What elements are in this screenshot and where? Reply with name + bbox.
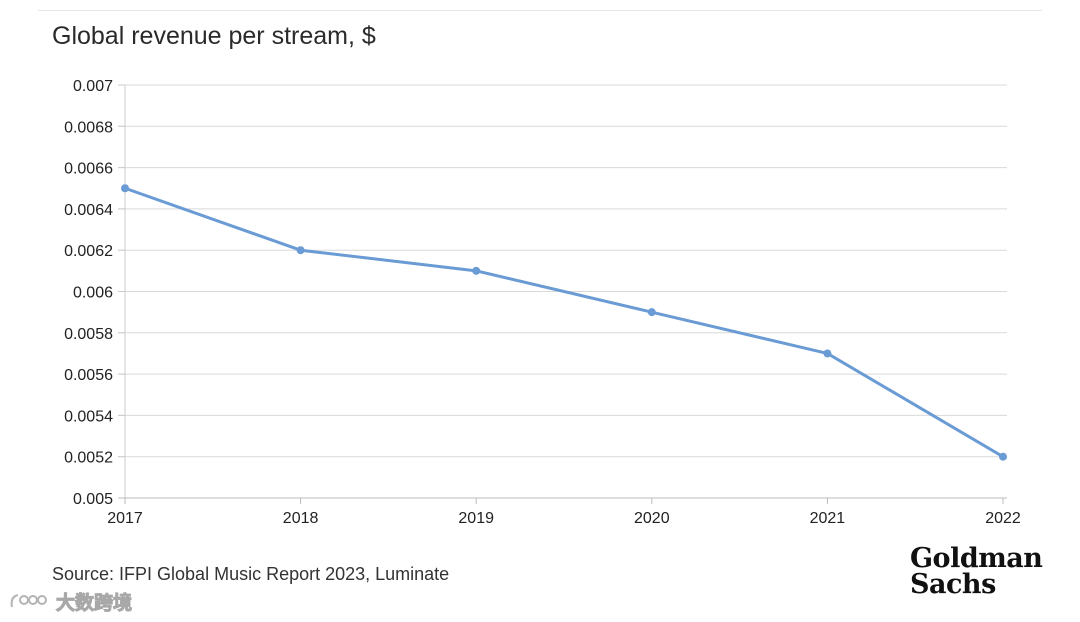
series bbox=[124, 186, 1004, 458]
y-tick-label: 0.005 bbox=[73, 491, 113, 508]
data-point bbox=[823, 349, 832, 358]
x-tick-label: 2017 bbox=[107, 510, 143, 527]
watermark: 大数跨境 bbox=[8, 588, 133, 615]
data-point bbox=[999, 452, 1007, 461]
logo-line-1: Goldman bbox=[910, 543, 1043, 574]
data-point bbox=[647, 308, 656, 317]
series-line bbox=[124, 186, 1004, 458]
x-tick-label: 2018 bbox=[283, 510, 319, 527]
data-points bbox=[121, 184, 1007, 461]
y-tick-label: 0.0058 bbox=[64, 326, 113, 343]
x-tick-label: 2019 bbox=[458, 510, 494, 527]
x-tick-label: 2021 bbox=[810, 510, 846, 527]
axes bbox=[118, 84, 1007, 504]
watermark-logo-icon bbox=[10, 593, 47, 607]
x-tick-label: 2022 bbox=[985, 510, 1021, 527]
x-tick-labels: 2017 2018 2019 2020 2021 2022 bbox=[107, 510, 1021, 527]
y-tick-label: 0.006 bbox=[73, 285, 113, 302]
watermark-text: 大数跨境 bbox=[55, 592, 133, 615]
data-point bbox=[121, 184, 129, 193]
y-tick-label: 0.0066 bbox=[64, 161, 113, 178]
goldman-sachs-logo: Goldman Sachs bbox=[910, 543, 1043, 600]
y-tick-label: 0.0068 bbox=[64, 119, 113, 136]
y-tick-label: 0.0056 bbox=[64, 367, 113, 384]
chart-title: Global revenue per stream, $ bbox=[52, 22, 376, 50]
logo-line-2: Sachs bbox=[910, 569, 996, 600]
y-tick-label: 0.007 bbox=[73, 78, 113, 95]
grid-lines bbox=[118, 84, 1007, 458]
y-tick-label: 0.0064 bbox=[64, 202, 113, 219]
top-divider bbox=[38, 10, 1042, 11]
data-point bbox=[296, 246, 305, 255]
y-tick-label: 0.0054 bbox=[64, 408, 113, 425]
y-tick-label: 0.0052 bbox=[64, 450, 113, 467]
y-tick-labels: 0.005 0.0052 0.0054 0.0056 0.0058 0.006 0.0062… bbox=[64, 78, 113, 508]
x-tick-label: 2020 bbox=[634, 510, 670, 527]
y-tick-label: 0.0062 bbox=[64, 243, 113, 260]
source-note: Source: IFPI Global Music Report 2023, L… bbox=[52, 564, 450, 584]
line-chart: 0.005 0.0052 0.0054 0.0056 0.0058 0.006 0.0062… bbox=[64, 78, 1021, 527]
data-point bbox=[472, 266, 481, 275]
